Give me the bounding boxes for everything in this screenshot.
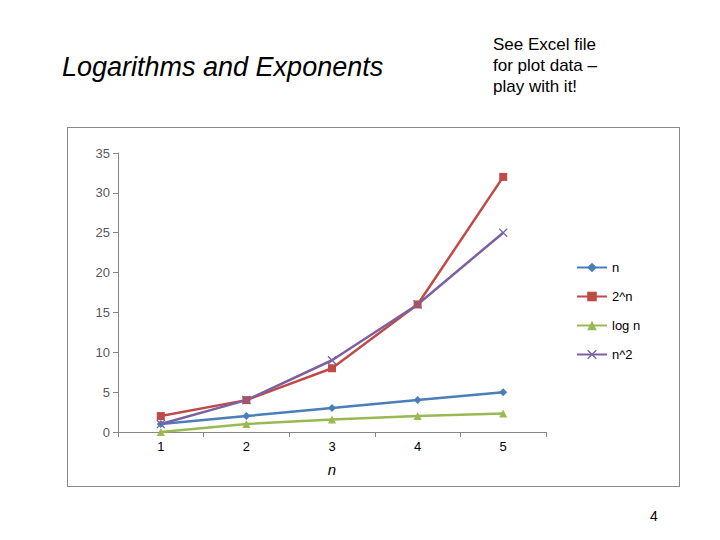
svg-text:3: 3 xyxy=(328,439,335,454)
svg-text:20: 20 xyxy=(96,265,110,280)
svg-text:30: 30 xyxy=(96,185,110,200)
svg-text:log n: log n xyxy=(612,318,640,333)
svg-text:0: 0 xyxy=(103,425,110,440)
svg-text:1: 1 xyxy=(157,439,164,454)
svg-text:2^n: 2^n xyxy=(612,289,633,304)
html-text:See Excel file for plot data –: See Excel file for plot data – play with… xyxy=(493,35,597,96)
svg-text:5: 5 xyxy=(103,385,110,400)
svg-text:5: 5 xyxy=(500,439,507,454)
svg-text:n^2: n^2 xyxy=(612,347,633,362)
svg-text:25: 25 xyxy=(96,225,110,240)
svg-text:n: n xyxy=(612,260,619,275)
svg-text:10: 10 xyxy=(96,345,110,360)
svg-text:4: 4 xyxy=(414,439,421,454)
svg-text:15: 15 xyxy=(96,305,110,320)
svg-text:35: 35 xyxy=(96,146,110,161)
html-text:4: 4 xyxy=(650,508,658,524)
svg-text:n: n xyxy=(328,461,336,478)
svg-text:2: 2 xyxy=(243,439,250,454)
html-text:Logarithms and Exponents: Logarithms and Exponents xyxy=(62,52,384,82)
